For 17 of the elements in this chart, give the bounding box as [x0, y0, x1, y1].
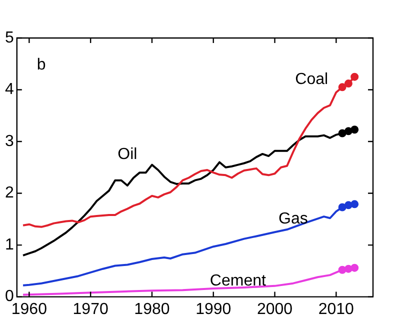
- x-tick-label: 1960: [11, 300, 48, 318]
- x-tick-label: 2010: [318, 300, 354, 318]
- y-tick-label: 3: [4, 132, 14, 150]
- series-label: Cement: [210, 272, 266, 290]
- series-label: Gas: [278, 210, 308, 228]
- y-tick-label: 5: [4, 29, 14, 46]
- annotation: b: [36, 56, 46, 74]
- x-tick-label: 2000: [256, 300, 293, 318]
- series-label: Oil: [118, 146, 138, 163]
- x-tick-label: 1970: [72, 300, 108, 318]
- y-tick-label: 4: [4, 81, 14, 98]
- y-tick-label: 2: [4, 184, 14, 202]
- y-tick-label: 1: [4, 236, 14, 254]
- y-tick-label: 0: [4, 288, 14, 306]
- x-tick-label: 1980: [134, 300, 170, 318]
- x-tick-label: 1990: [196, 300, 232, 318]
- series-label: Coal: [295, 70, 328, 88]
